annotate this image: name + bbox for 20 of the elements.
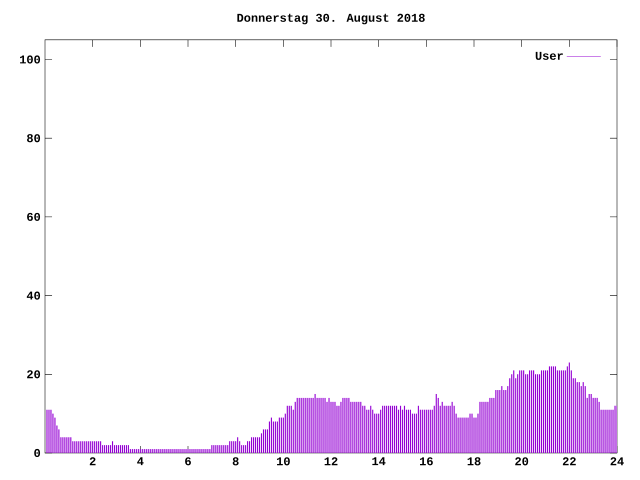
- x-tick-label: 8: [232, 457, 239, 466]
- legend-label: User: [536, 52, 563, 60]
- x-tick-label: 14: [372, 457, 386, 466]
- x-tick-label: 18: [468, 457, 481, 466]
- x-tick-label: 6: [185, 457, 191, 466]
- x-tick-label: 20: [515, 457, 528, 466]
- x-tick-label: 2: [90, 457, 96, 466]
- x-tick-label: 12: [324, 457, 338, 466]
- x-tick-label: 24: [610, 457, 624, 466]
- y-tick-label: 100: [20, 55, 40, 64]
- x-tick-label: 22: [562, 457, 576, 466]
- x-tick-label: 4: [137, 457, 144, 466]
- x-tick-label: 10: [276, 457, 290, 466]
- x-tick-label: 16: [420, 457, 433, 466]
- y-tick-label: 80: [27, 134, 40, 142]
- y-tick-label: 20: [27, 370, 40, 378]
- y-tick-label: 60: [27, 212, 40, 221]
- chart-title: Donnerstag 30. August 2018: [237, 14, 425, 24]
- y-tick-label: 40: [26, 292, 40, 300]
- y-tick-label: 0: [34, 448, 40, 458]
